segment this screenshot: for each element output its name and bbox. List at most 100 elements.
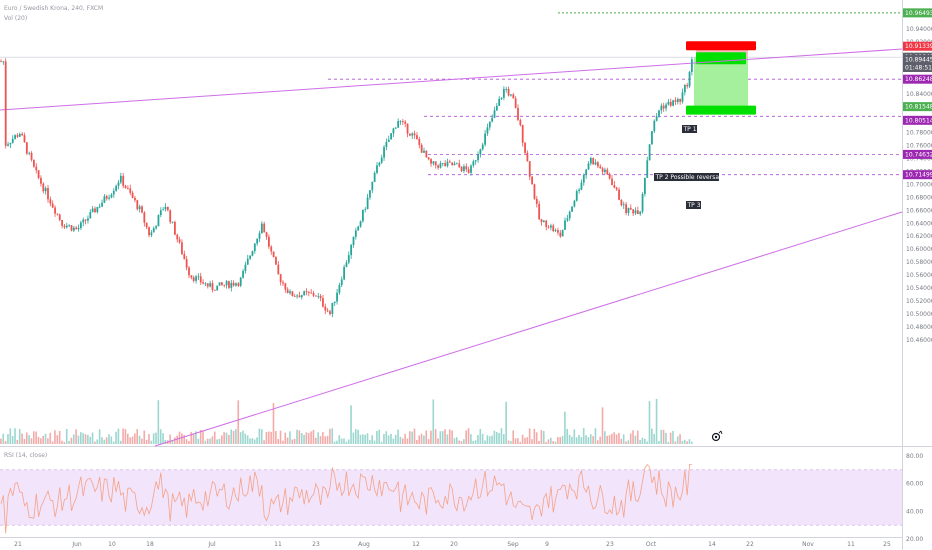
- volume-bar: [190, 431, 193, 444]
- volume-bar: [333, 441, 336, 444]
- candle: [401, 121, 404, 122]
- candle: [150, 232, 153, 236]
- volume-bar: [181, 433, 183, 444]
- candle: [667, 101, 670, 105]
- price-tick-label: 10.62000: [906, 233, 932, 240]
- volume-bar: [451, 430, 453, 444]
- candle: [434, 161, 437, 166]
- volume-bar: [253, 439, 256, 444]
- position-zones: [686, 41, 756, 115]
- candle: [585, 169, 588, 175]
- candle: [646, 160, 649, 178]
- candle: [430, 159, 432, 164]
- time-tick-label: 18: [146, 541, 154, 548]
- candle: [399, 121, 402, 122]
- volume-bar: [42, 435, 44, 444]
- candle: [456, 163, 458, 165]
- volume-bar: [105, 437, 108, 444]
- volume-bar: [235, 429, 237, 444]
- volume-bar: [580, 437, 583, 444]
- volume-bar: [209, 438, 211, 444]
- candle: [533, 184, 536, 199]
- volume-bars: [0, 398, 693, 444]
- candle: [679, 98, 682, 102]
- candle: [218, 282, 221, 286]
- volume-bar: [265, 432, 268, 444]
- volume-bar: [578, 434, 580, 444]
- replay-icon[interactable]: [711, 430, 723, 442]
- volume-bar: [131, 436, 134, 444]
- trendlines[interactable]: [0, 48, 903, 447]
- price-tag: 01:48:51: [905, 64, 932, 71]
- volume-bar: [357, 429, 359, 444]
- candle: [2, 61, 5, 63]
- volume-bar: [112, 441, 115, 444]
- candle: [641, 194, 644, 212]
- volume-bar: [310, 431, 312, 444]
- volume-bar: [427, 439, 430, 444]
- volume-bar: [159, 429, 162, 444]
- candle: [103, 196, 106, 203]
- candle: [202, 282, 204, 284]
- candle: [470, 165, 472, 173]
- candle: [448, 161, 451, 163]
- price-tick-label: 10.50000: [906, 311, 932, 318]
- volume-bar: [392, 438, 395, 444]
- time-tick-label: Aug: [358, 541, 370, 548]
- volume-bar: [30, 438, 33, 444]
- volume-bar: [331, 428, 334, 444]
- candle: [655, 116, 658, 121]
- volume-bar: [587, 437, 590, 444]
- candle: [540, 219, 543, 222]
- candle: [192, 277, 195, 281]
- candle: [225, 281, 228, 286]
- candle: [317, 295, 320, 297]
- volume-bar: [573, 429, 576, 444]
- candle: [77, 228, 80, 230]
- candle: [559, 232, 562, 237]
- volume-bar: [206, 438, 209, 444]
- candle: [143, 212, 146, 223]
- volume-bar: [51, 441, 54, 444]
- volume-bar: [185, 439, 188, 444]
- candle: [380, 157, 383, 163]
- candle: [159, 210, 162, 216]
- volume-bar: [268, 431, 270, 444]
- volume-bar: [124, 429, 127, 444]
- candle: [397, 121, 400, 128]
- candle: [390, 133, 392, 140]
- candle: [0, 61, 2, 63]
- price-tick-label: 10.64000: [906, 220, 932, 227]
- candle: [181, 242, 183, 255]
- candle: [691, 59, 693, 72]
- candle: [112, 190, 115, 195]
- candle: [91, 208, 94, 212]
- volume-bar: [80, 432, 82, 444]
- volume-bar: [399, 436, 402, 444]
- volume-bar: [94, 441, 96, 444]
- candle: [148, 227, 150, 236]
- volume-bar: [488, 436, 491, 444]
- volume-bar: [641, 437, 644, 444]
- candle: [110, 194, 113, 198]
- volume-bar: [425, 430, 428, 444]
- volume-bar: [110, 436, 113, 444]
- volume-bar: [216, 439, 218, 444]
- price-tag-bg: [903, 8, 932, 18]
- volume-bar: [397, 429, 399, 444]
- volume-bar: [477, 435, 479, 444]
- volume-bar: [7, 434, 9, 444]
- time-axis: 21 Jun 10 18 Jul 11 23 Aug 12 20 Sep 9 23 Oct 14 22 Nov 1…: [14, 541, 891, 548]
- volume-bar: [324, 436, 326, 444]
- volume-bar: [82, 433, 84, 444]
- candle: [575, 191, 578, 201]
- candle: [277, 264, 280, 275]
- lower-trendline: [154, 211, 903, 447]
- volume-bar: [517, 438, 519, 444]
- candle: [519, 120, 522, 125]
- candle: [65, 225, 68, 228]
- candle: [152, 228, 155, 233]
- candle: [498, 98, 501, 106]
- candle: [653, 120, 656, 132]
